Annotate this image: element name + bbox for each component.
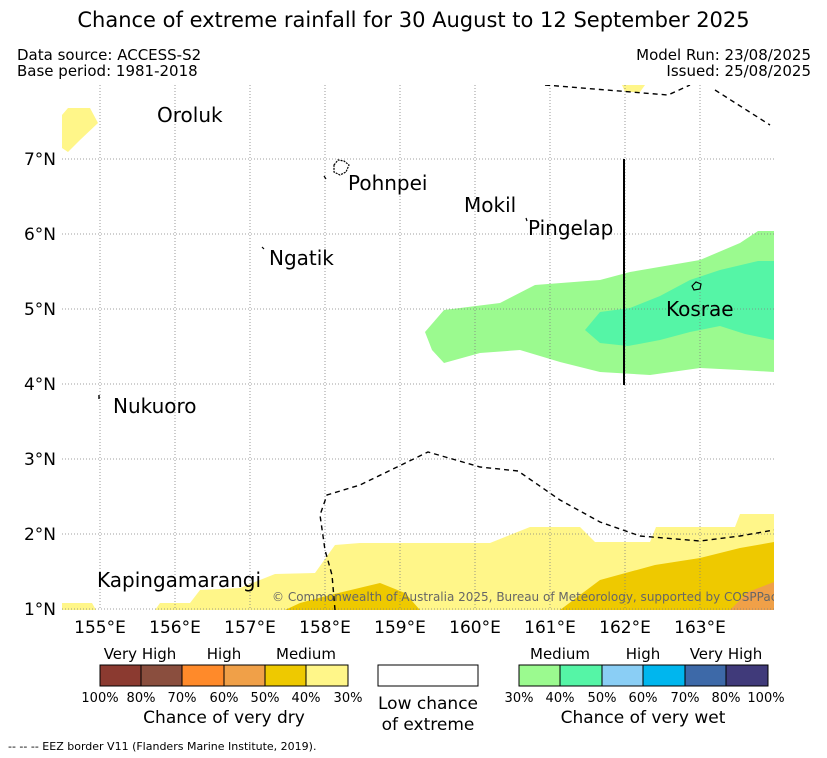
dry-medium-30-40-nw [62, 108, 98, 152]
place-label-ngatik: Ngatik [269, 246, 334, 270]
low-chance-legend: Low chance of extreme [377, 664, 479, 735]
kosrae-island [691, 281, 702, 291]
dry-group-medium: Medium [276, 645, 336, 663]
dry-swatch [100, 665, 141, 686]
dry-tick: 50% [251, 691, 280, 706]
dry-swatch [224, 665, 265, 686]
lon-tick: 155°E [74, 618, 126, 638]
wet-tick: 100% [747, 691, 784, 706]
dry-legend: Very High High Medium 100% 80% 70% 60% 5… [81, 645, 362, 728]
copyright-text: © Commonwealth of Australia 2025, Bureau… [272, 590, 777, 604]
lon-tick: 160°E [449, 618, 501, 638]
dry-group-very-high: Very High [104, 645, 177, 663]
lat-tick: 2°N [24, 525, 56, 545]
place-label-kosrae: Kosrae [666, 297, 734, 321]
low-chance-swatch [377, 664, 479, 687]
place-label-pingelap: Pingelap [528, 216, 613, 240]
pohnpei-island [333, 159, 350, 176]
lon-axis: 155°E 156°E 157°E 158°E 159°E 160°E 161°… [74, 618, 726, 638]
lat-tick: 3°N [24, 450, 56, 470]
pohnpei-islet [323, 175, 327, 180]
wet-tick: 70% [671, 691, 700, 706]
wet-swatch [560, 665, 602, 686]
wet-swatch [602, 665, 643, 686]
place-label-kapingamarangi: Kapingamarangi [97, 568, 261, 592]
wet-swatch [643, 665, 685, 686]
lon-tick: 159°E [374, 618, 426, 638]
dry-swatch [141, 665, 182, 686]
dry-medium-30-40-top [622, 85, 645, 92]
map-title: Chance of extreme rainfall for 30 August… [77, 8, 750, 32]
lon-tick: 156°E [149, 618, 201, 638]
issued-date: Issued: 25/08/2025 [666, 62, 811, 80]
dry-legend-title: Chance of very dry [143, 708, 305, 728]
wet-tick: 50% [588, 691, 617, 706]
dry-swatch [182, 665, 224, 686]
dry-tick: 30% [334, 691, 363, 706]
dry-tick: 70% [168, 691, 197, 706]
eez-border [319, 85, 774, 610]
lat-tick: 4°N [24, 375, 56, 395]
dry-swatch [265, 665, 306, 686]
wet-swatch [519, 665, 560, 686]
lat-tick: 1°N [24, 600, 56, 620]
wet-tick: 80% [712, 691, 741, 706]
base-period: Base period: 1981-2018 [17, 62, 198, 80]
dry-40-50-region [285, 542, 774, 610]
dry-group-high: High [207, 645, 241, 663]
wet-30-40-region [425, 231, 774, 375]
dry-50-60-region [730, 582, 774, 610]
lon-tick: 162°E [599, 618, 651, 638]
map-area: © Commonwealth of Australia 2025, Bureau… [62, 85, 777, 610]
place-label-oroluk: Oroluk [157, 103, 223, 127]
lat-tick: 5°N [24, 300, 56, 320]
model-run: Model Run: 23/08/2025 [636, 46, 811, 64]
lon-tick: 161°E [524, 618, 576, 638]
ngatik-atoll [261, 246, 265, 250]
wet-group-medium: Medium [530, 645, 590, 663]
lon-tick: 158°E [299, 618, 351, 638]
lat-tick: 7°N [24, 150, 56, 170]
eez-footnote: -- -- -- EEZ border V11 (Flanders Marine… [8, 740, 317, 753]
dry-swatch [306, 665, 348, 686]
dry-tick: 80% [127, 691, 156, 706]
wet-swatch [726, 665, 768, 686]
wet-tick: 40% [546, 691, 575, 706]
lon-tick: 157°E [224, 618, 276, 638]
place-label-nukuoro: Nukuoro [113, 394, 197, 418]
wet-tick: 30% [505, 691, 534, 706]
dry-tick: 40% [292, 691, 321, 706]
dry-tick: 100% [81, 691, 118, 706]
wet-tick: 60% [629, 691, 658, 706]
wet-legend: Medium High Very High 30% 40% 50% 60% 70… [505, 645, 785, 728]
wet-group-high: High [626, 645, 660, 663]
low-chance-line1: Low chance [378, 694, 478, 714]
place-label-mokil: Mokil [464, 193, 516, 217]
wet-swatch [685, 665, 726, 686]
data-source: Data source: ACCESS-S2 [17, 46, 202, 64]
low-chance-line2: of extreme [382, 715, 475, 735]
pingelap-atoll [525, 217, 528, 222]
lat-axis: 1°N 2°N 3°N 4°N 5°N 6°N 7°N [24, 150, 56, 620]
lon-tick: 163°E [674, 618, 726, 638]
dry-tick: 60% [210, 691, 239, 706]
wet-legend-title: Chance of very wet [561, 708, 726, 728]
wet-group-very-high: Very High [690, 645, 763, 663]
lat-tick: 6°N [24, 225, 56, 245]
wet-40-50-region [585, 261, 774, 346]
place-label-pohnpei: Pohnpei [348, 171, 428, 195]
